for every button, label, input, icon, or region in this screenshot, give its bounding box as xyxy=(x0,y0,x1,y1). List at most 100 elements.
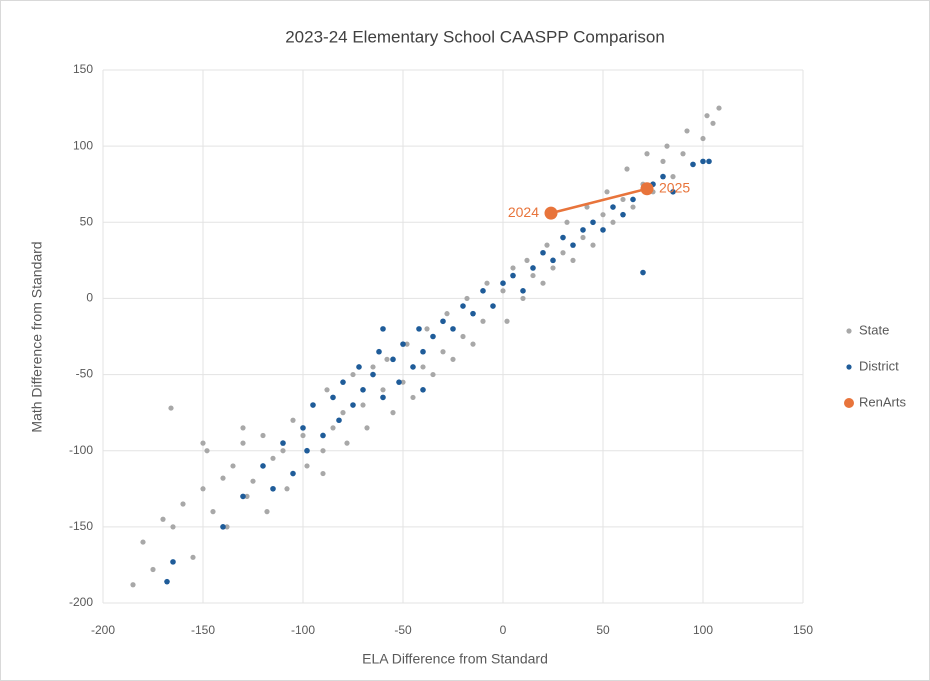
point xyxy=(270,485,276,492)
point xyxy=(400,379,406,385)
point xyxy=(344,440,350,446)
point xyxy=(290,470,296,477)
point xyxy=(550,265,556,271)
y-tick-label: -100 xyxy=(69,443,93,457)
point xyxy=(480,288,486,294)
point xyxy=(380,387,386,393)
point xyxy=(320,470,326,477)
point xyxy=(140,539,146,545)
point xyxy=(620,196,626,203)
point xyxy=(404,341,410,347)
point xyxy=(400,341,406,347)
point xyxy=(570,242,576,248)
point xyxy=(704,113,710,119)
point xyxy=(370,364,376,370)
point xyxy=(530,272,536,279)
point xyxy=(550,257,556,264)
point xyxy=(170,524,176,530)
point xyxy=(610,219,616,225)
point xyxy=(170,559,176,565)
point xyxy=(320,432,326,439)
point xyxy=(690,161,696,168)
legend-marker xyxy=(846,364,852,370)
point xyxy=(350,402,356,408)
point xyxy=(420,387,426,393)
point xyxy=(284,486,290,492)
point xyxy=(264,509,270,515)
point xyxy=(360,402,366,408)
point xyxy=(444,311,450,317)
series-line xyxy=(550,187,648,215)
point xyxy=(464,295,470,302)
point xyxy=(710,120,716,126)
point xyxy=(310,402,316,408)
point xyxy=(240,425,246,431)
point xyxy=(544,206,558,220)
point xyxy=(524,257,530,263)
point xyxy=(410,394,416,401)
point xyxy=(584,204,590,210)
point xyxy=(200,440,206,446)
legend-marker xyxy=(846,328,852,334)
y-axis-title: Math Difference from Standard xyxy=(29,241,45,432)
point xyxy=(240,493,246,500)
point xyxy=(560,234,566,241)
point xyxy=(364,425,370,431)
point xyxy=(340,379,346,385)
legend: State District RenArts xyxy=(844,322,906,409)
point xyxy=(300,425,306,431)
legend-label: RenArts xyxy=(859,394,906,409)
point xyxy=(270,455,276,461)
point xyxy=(670,189,676,195)
x-tick-label: -150 xyxy=(191,623,215,637)
point xyxy=(450,326,456,332)
point xyxy=(430,371,436,378)
point xyxy=(664,143,670,149)
point xyxy=(280,448,286,454)
point xyxy=(370,371,376,378)
point xyxy=(244,493,250,499)
point xyxy=(700,158,706,165)
point xyxy=(240,440,246,446)
point xyxy=(520,295,526,302)
point xyxy=(340,410,346,416)
point xyxy=(560,250,566,256)
point-label: 2025 xyxy=(659,179,690,195)
point xyxy=(360,387,366,393)
x-tick-label: -50 xyxy=(394,623,412,637)
point xyxy=(504,318,510,324)
point xyxy=(336,417,342,424)
point xyxy=(304,447,310,454)
point xyxy=(424,326,430,332)
point xyxy=(644,151,650,157)
point-label: 2024 xyxy=(508,204,539,220)
point xyxy=(520,288,526,294)
point xyxy=(580,234,586,241)
point xyxy=(500,288,506,294)
point xyxy=(440,318,446,325)
point xyxy=(500,280,506,287)
point xyxy=(470,310,476,317)
point xyxy=(420,348,426,355)
point xyxy=(260,463,266,469)
point xyxy=(604,189,610,195)
point xyxy=(544,242,550,248)
point xyxy=(716,105,722,111)
point xyxy=(640,269,646,276)
point xyxy=(700,135,706,142)
point xyxy=(304,463,310,469)
y-tick-label: 50 xyxy=(80,214,94,228)
point xyxy=(610,204,616,210)
point xyxy=(150,566,156,573)
point xyxy=(460,303,466,309)
y-tick-label: -200 xyxy=(69,595,93,609)
point xyxy=(580,227,586,233)
point xyxy=(160,516,166,522)
point xyxy=(390,410,396,416)
point xyxy=(384,356,390,362)
point xyxy=(620,211,626,218)
point xyxy=(660,173,666,180)
point xyxy=(210,509,216,515)
